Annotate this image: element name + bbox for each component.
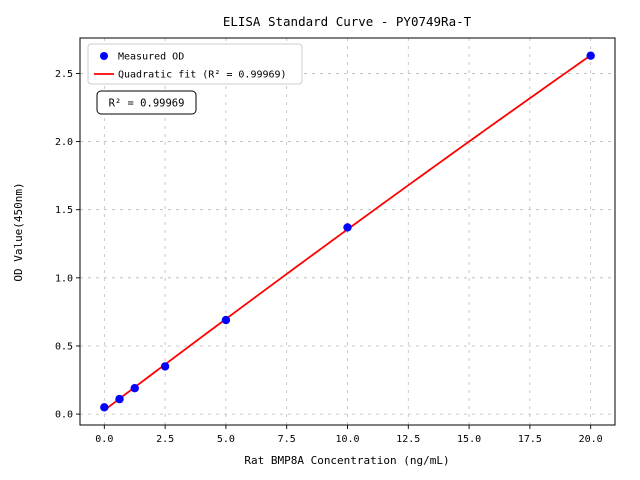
data-point [586,51,595,60]
x-tick-label: 2.5 [156,434,174,445]
legend-box [87,43,303,85]
x-tick-label: 7.5 [278,434,296,445]
x-tick-label: 5.0 [217,434,235,445]
y-tick-label: 0.5 [55,341,73,352]
y-tick-label: 2.0 [55,137,73,148]
y-tick-label: 0.0 [55,410,73,421]
legend: Measured OD Quadratic fit (R² = 0.99969) [87,43,303,85]
data-point [130,384,139,393]
x-tick-label: 10.0 [335,434,359,445]
data-point [100,403,109,412]
y-tick-label: 2.5 [55,69,73,80]
data-point [115,394,124,404]
data-point [343,223,352,232]
x-axis-label: Rat BMP8A Concentration (ng/mL) [244,454,449,467]
x-tick-label: 0.0 [95,434,113,445]
x-tick-label: 17.5 [518,434,542,445]
chart-title: ELISA Standard Curve - PY0749Ra-T [223,14,472,29]
legend-label-quadratic-fit: Quadratic fit (R² = 0.99969) [118,70,287,81]
data-point [160,362,170,371]
x-tick-label: 15.0 [457,434,481,445]
data-point [221,315,231,325]
x-tick-label: 12.5 [396,434,420,445]
y-tick-label: 1.5 [55,205,73,216]
r-squared-annotation-text: R² = 0.99969 [109,98,185,110]
y-axis-label: OD Value(450nm) [12,182,25,281]
axes-ticks: 0.0 2.5 5.0 7.5 10.0 12.5 15.0 17.5 20.0 0.0 0.5 1.… [55,69,603,445]
r-squared-annotation: R² = 0.99969 [96,90,197,115]
r-squared-annotation-box [96,90,197,115]
data-points [100,51,595,412]
x-tick-label: 20.0 [579,434,603,445]
legend-label-measured-od: Measured OD [118,52,184,63]
legend-marker-measured-od [100,52,108,60]
y-tick-label: 1.0 [55,273,73,284]
